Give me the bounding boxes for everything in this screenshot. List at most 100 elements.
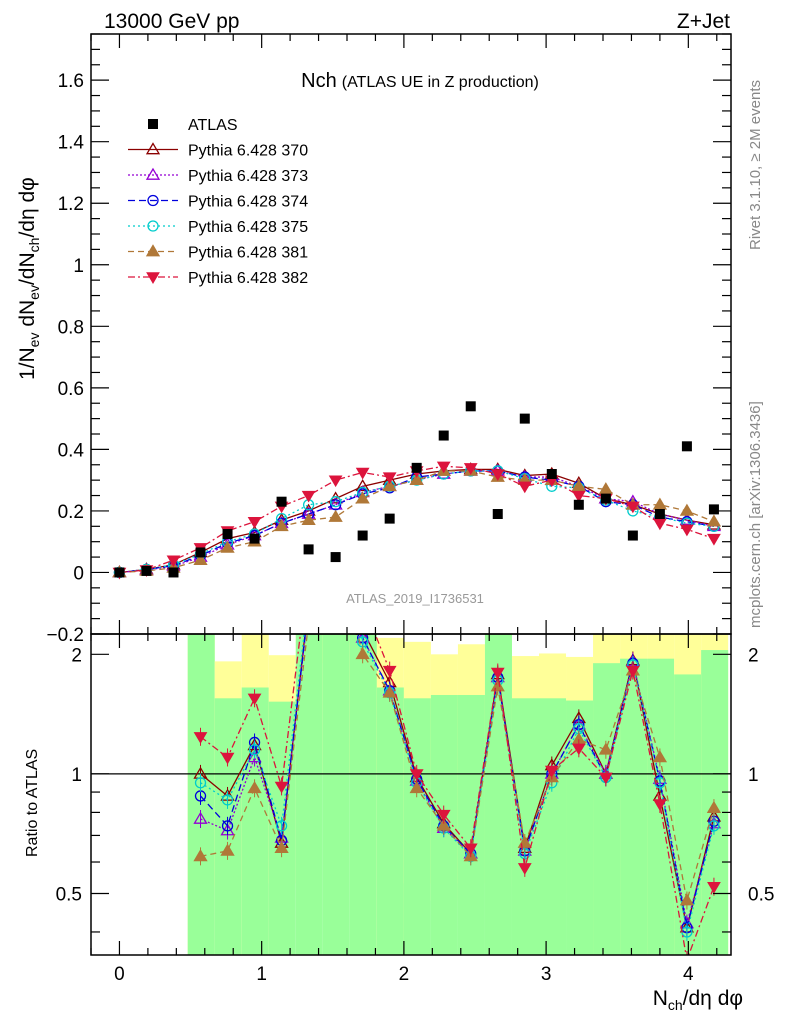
rivet-label: Rivet 3.1.10, ≥ 2M events [747,80,764,250]
series-point [329,496,342,508]
series-point [194,777,207,789]
series-point [221,794,234,806]
green-band [187,634,215,955]
legend: ATLAS Pythia 6.428 370 Pythia 6.428 373 Pyt… [128,117,308,287]
data-point [303,544,314,555]
series-line [119,470,715,574]
green-band [403,698,431,955]
series-point [301,490,316,503]
series-point [193,811,208,824]
series-point [145,142,161,155]
series-point [220,843,235,856]
main-y-tick-label: 0 [73,563,84,584]
ratio-uncertainty-bands [187,634,729,955]
series-point [409,769,424,781]
ratio-y-tick-label-left: 2 [71,645,82,666]
main-y-tick-label: 1 [73,256,84,277]
data-point [222,529,233,539]
green-band [593,663,621,955]
series-point [147,220,159,232]
legend-label: Pythia 6.428 373 [188,168,308,185]
series-point [706,514,722,527]
series-point [147,194,159,207]
ratio-y-label: Ratio to ATLAS [24,749,41,857]
series-point [193,732,208,744]
series-point [303,564,315,574]
series-point [330,538,342,548]
series-point [166,555,181,568]
data-point [438,430,449,441]
main-y-tick-label: 1.4 [58,133,85,154]
ratio-series-line [200,634,715,928]
series-point [598,742,613,755]
series-point [625,501,640,514]
legend-entry: ATLAS [148,117,238,134]
data-point [546,469,557,479]
ratio-series-line [200,634,715,955]
legend-label: ATLAS [188,117,238,134]
legend-entry: Pythia 6.428 381 [128,244,308,262]
series-point [706,800,722,813]
green-band [539,698,567,955]
legend-entry: Pythia 6.428 373 [128,167,308,185]
series-point [625,665,640,678]
green-band [349,634,377,955]
main-y-tick-label: 1.6 [58,71,84,92]
series-line [119,470,715,574]
plot-frames [90,33,732,956]
series-point [146,272,160,284]
ratio-series-line [200,634,715,924]
series-point [707,533,721,546]
x-axis-label: Nch/dη dφ [653,987,743,1013]
series-point [409,472,424,486]
series-point [247,516,262,529]
main-panel-curves [112,461,722,580]
x-tick-label: 2 [399,964,410,985]
data-point [330,552,341,563]
series-point [652,497,668,510]
series-point [382,479,397,492]
green-band [241,687,269,955]
series-point [221,820,234,832]
series-point [490,667,505,680]
main-y-tick-label: 0.8 [58,317,84,338]
data-point [384,513,395,524]
data-point [627,530,638,541]
series-point [274,519,289,532]
data-point [573,499,584,510]
plot-title-main: Nch [301,70,337,92]
data-point [600,493,611,504]
data-point [519,413,530,424]
series-point [653,518,667,531]
x-tick-label: 3 [541,964,552,985]
series-point [247,780,262,794]
main-y-tick-label: 0.2 [58,502,84,523]
series-point [304,601,314,611]
series-point [274,781,289,794]
ratio-panel-curves [193,538,722,955]
data-point [411,462,422,473]
series-point [382,685,397,698]
series-point [654,777,666,789]
series-point [517,481,532,494]
main-y-tick-label: 1.2 [58,194,84,215]
green-band [674,674,702,955]
series-point [193,849,208,862]
data-point [465,401,476,412]
legend-label: Pythia 6.428 375 [188,219,308,236]
series-point [571,479,586,492]
series-point [707,882,721,894]
main-panel-frame [90,33,732,635]
ratio-y-tick-label-left: 1 [71,765,82,786]
legend-entry: Pythia 6.428 375 [128,219,308,236]
watermark: ATLAS_2019_I1736531 [346,591,484,606]
data-point [195,547,206,558]
data-point [357,530,368,541]
ratio-y-tick-label-left: 0.5 [56,884,82,905]
series-point [652,750,668,763]
data-point [654,509,665,519]
legend-label: Pythia 6.428 381 [188,245,308,262]
series-point [436,809,451,822]
legend-entry: Pythia 6.428 382 [128,270,308,287]
